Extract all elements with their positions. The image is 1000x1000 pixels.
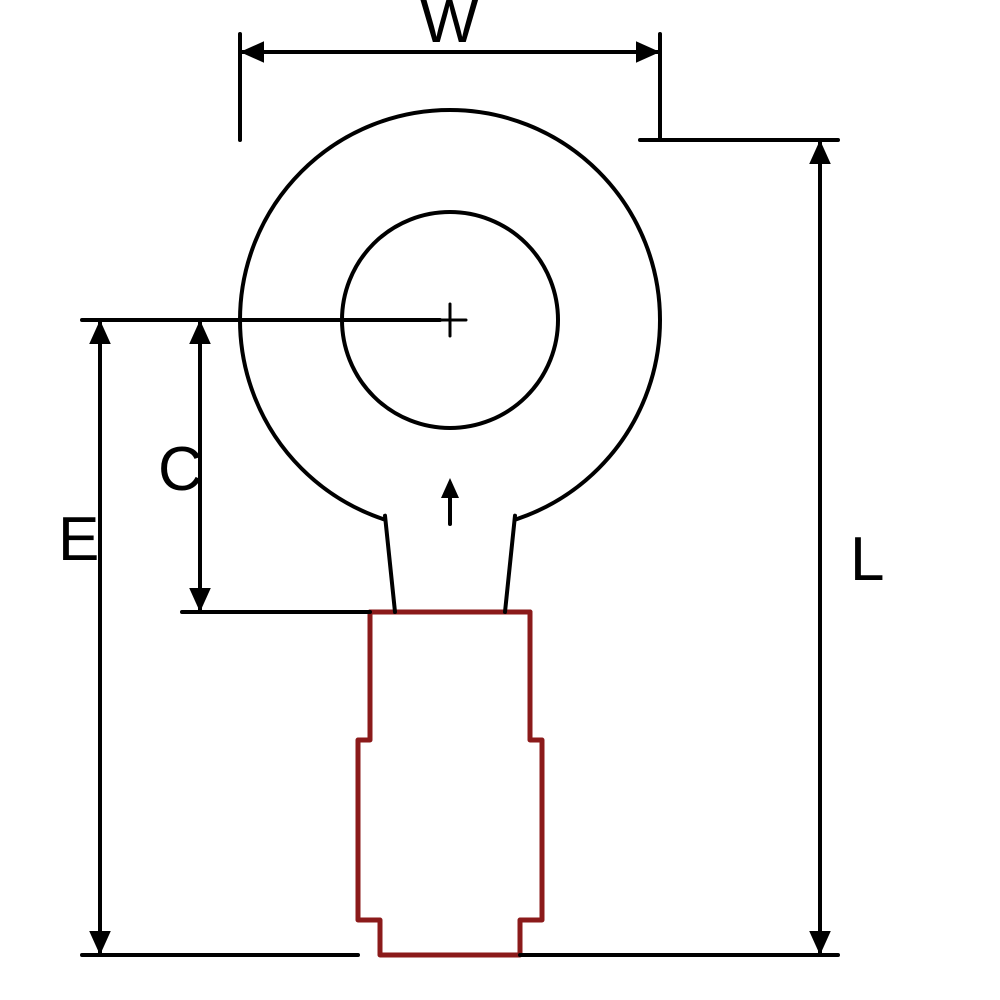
terminal-body — [240, 110, 660, 955]
dim-label-C: C — [158, 435, 203, 504]
dim-label-W: W — [420, 0, 479, 56]
dim-label-L: L — [850, 525, 884, 594]
barrel-fill — [358, 514, 542, 955]
dim-label-E: E — [58, 505, 99, 574]
ring-terminal-diagram: W L EC — [0, 0, 1000, 1000]
